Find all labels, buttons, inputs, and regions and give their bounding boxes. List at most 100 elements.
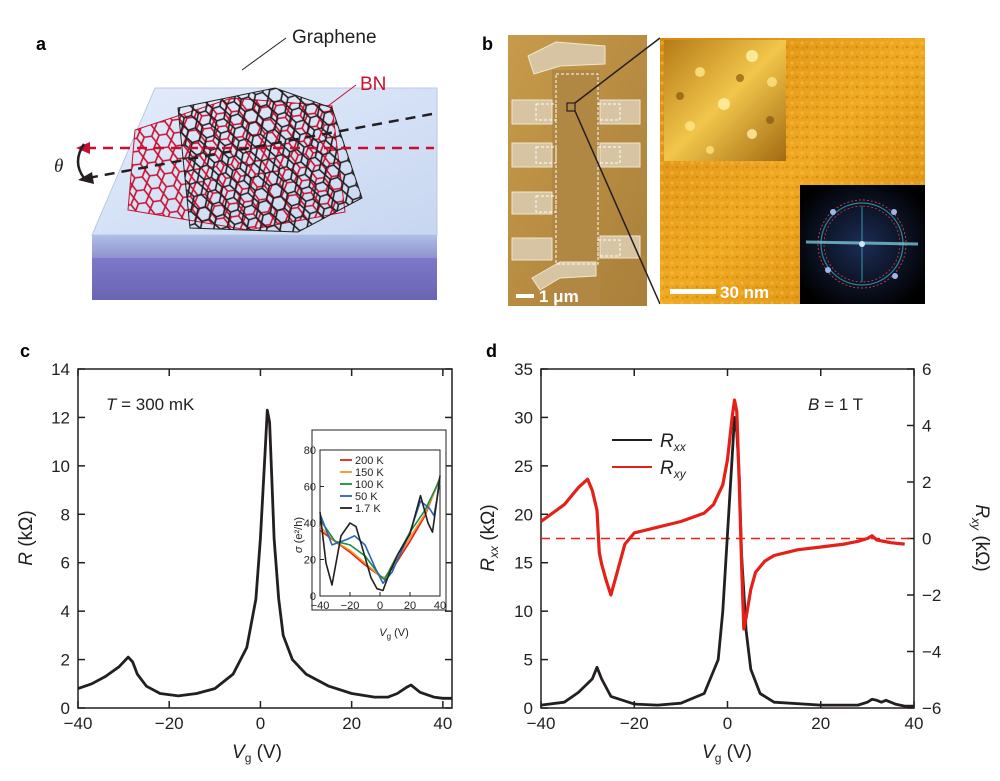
afm-image: 30 nm <box>660 38 925 304</box>
d-legend-label-main: R <box>660 431 674 452</box>
d-xtick-label: −20 <box>620 714 649 733</box>
d-ytick-right-label: −4 <box>922 643 941 662</box>
c-inset-xtick-label: 40 <box>434 600 446 612</box>
d-ylabel-right-main: R <box>971 504 992 518</box>
c-inset-ticks: −40 −20 0 20 40 0 20 40 60 80 <box>304 445 446 612</box>
c-ytick-label: 0 <box>61 699 70 718</box>
c-ytick-label: 8 <box>61 505 70 524</box>
d-main-series <box>540 398 914 708</box>
c-plot-frame <box>77 368 453 709</box>
c-inset-conductivity-line <box>319 475 441 592</box>
d-legend-label-main: R <box>660 458 674 479</box>
graphene-axis-dashed <box>87 112 433 180</box>
theta-label: θ <box>54 156 63 177</box>
c-xtick-label: 40 <box>433 714 452 733</box>
c-ylabel: R (kΩ) <box>16 510 37 565</box>
c-inset-xlabel-main: V <box>379 627 388 639</box>
d-legend-label-sub: xx <box>673 440 687 454</box>
c-ytick-label: 6 <box>61 554 70 573</box>
d-ytick-left-label: 20 <box>514 505 533 524</box>
panel-letter-c: c <box>20 341 30 361</box>
c-ticks: −40 −20 0 20 40 0 2 4 6 8 10 12 14 <box>51 360 452 733</box>
c-inset-xlabel: Vg (V) <box>379 627 409 641</box>
c-inset-ylabel-main: σ <box>293 546 305 553</box>
c-ylabel-main: R <box>16 552 37 566</box>
d-legend-label: Rxy <box>660 458 687 481</box>
scalebar-right-label: 30 nm <box>720 283 769 302</box>
c-inset-ytick-label: 80 <box>304 445 316 457</box>
c-xlabel-main: V <box>232 742 247 763</box>
c-inset-xtick-label: −40 <box>311 600 330 612</box>
c-inset-legend-label: 100 K <box>355 479 384 491</box>
d-ytick-left-label: 35 <box>514 360 533 379</box>
c-xtick-label: 0 <box>256 714 265 733</box>
c-ytick-label: 14 <box>51 360 70 379</box>
c-inset-legend-label: 150 K <box>355 467 384 479</box>
c-xtick-label: 20 <box>342 714 361 733</box>
scalebar-left-label: 1 μm <box>539 287 579 306</box>
d-xlabel-main: V <box>702 742 717 763</box>
d-annotation-text: = 1 T <box>819 395 863 414</box>
d-ytick-right-label: 6 <box>922 360 931 379</box>
c-ytick-label: 4 <box>61 602 70 621</box>
c-inset-ytick-label: 0 <box>310 591 316 603</box>
c-inset-conductivity-line <box>319 480 441 584</box>
d-xtick-label: 40 <box>905 714 924 733</box>
afm-zoom-inset <box>664 40 786 161</box>
c-inset-ytick-label: 40 <box>304 518 316 530</box>
fft-inset <box>800 185 925 304</box>
panel-a: a Graphene BN θ <box>36 27 438 300</box>
d-rxy-line <box>540 398 905 631</box>
bn-label: BN <box>360 74 386 95</box>
c-xlabel: Vg (V) <box>232 742 282 765</box>
panel-letter-a: a <box>36 34 47 54</box>
d-ytick-left-label: 15 <box>514 554 533 573</box>
c-inset-legend-label: 50 K <box>355 491 378 503</box>
panel-letter-d: d <box>486 341 497 361</box>
d-ylabel-left-unit: (kΩ) <box>478 504 499 546</box>
d-legend-label-sub: xy <box>673 467 687 481</box>
c-inset-ylabel-unit: (e²/h) <box>293 517 305 546</box>
d-xtick-label: −40 <box>527 714 556 733</box>
c-xtick-label: −40 <box>64 714 93 733</box>
d-annotation-var: B <box>808 395 819 414</box>
d-ytick-right-label: 2 <box>922 473 931 492</box>
panel-letter-b: b <box>482 34 493 54</box>
d-ytick-right-label: 0 <box>922 530 931 549</box>
device-image: 1 μm <box>508 35 647 306</box>
c-ytick-label: 12 <box>51 408 70 427</box>
scalebar-right-bar <box>670 289 716 294</box>
d-ylabel-left-main: R <box>478 558 499 572</box>
d-ytick-left-label: 25 <box>514 457 533 476</box>
panel-b: b <box>482 34 925 306</box>
c-xtick-label: −20 <box>155 714 184 733</box>
d-ytick-right-label: 4 <box>922 417 931 436</box>
c-ytick-label: 10 <box>51 457 70 476</box>
d-xtick-label: 0 <box>723 714 732 733</box>
c-inset-background <box>311 429 447 611</box>
c-annotation-var: T <box>106 395 118 414</box>
panel-c: c −40 −20 0 20 40 0 2 4 6 8 10 12 14 T = 300 mK Vg (… <box>16 341 453 765</box>
c-inset-xlabel-unit: (V) <box>391 627 409 639</box>
graphene-lattice <box>177 87 363 233</box>
c-main-series <box>77 408 452 700</box>
graphene-leader-line <box>241 37 287 71</box>
d-legend-label: Rxx <box>660 431 687 454</box>
d-annotation: B = 1 T <box>808 395 863 414</box>
c-xlabel-sub: g <box>245 751 252 765</box>
c-inset-xlabel-sub: g <box>387 632 391 641</box>
zoom-line-bottom <box>574 110 661 305</box>
c-inset-ytick-label: 20 <box>304 555 316 567</box>
d-ytick-right-label: −6 <box>922 699 941 718</box>
d-ylabel-right-unit: (kΩ) <box>971 530 992 572</box>
zoom-box <box>566 102 576 112</box>
zoom-line-top <box>574 37 661 104</box>
bn-leader-line <box>327 84 357 107</box>
c-resistance-line <box>77 408 452 700</box>
d-ytick-left-label: 10 <box>514 602 533 621</box>
theta-arc <box>76 143 86 179</box>
